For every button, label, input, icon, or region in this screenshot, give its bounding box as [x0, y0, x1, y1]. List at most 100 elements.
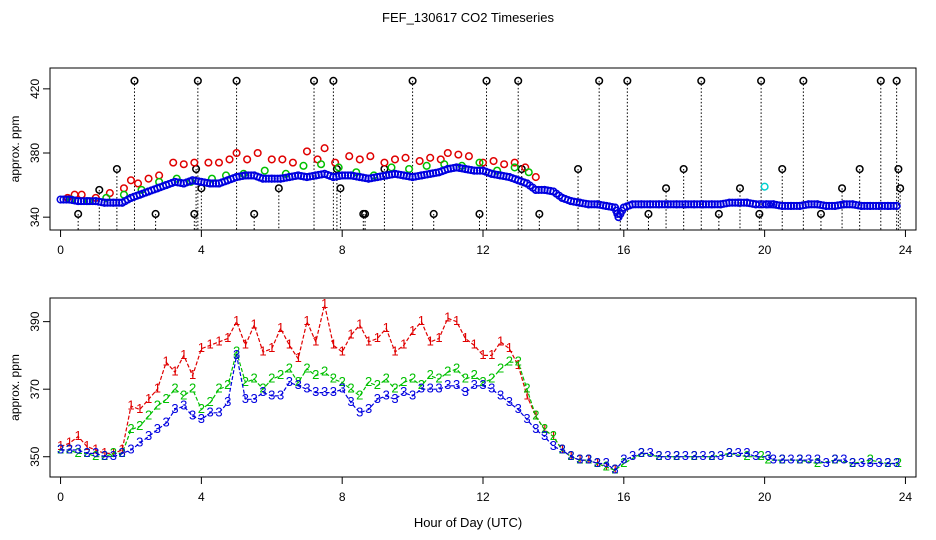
data-point: 3	[523, 411, 530, 426]
data-point: 2	[101, 448, 108, 463]
data-point	[675, 200, 684, 209]
x-tick-label: 0	[57, 490, 64, 504]
data-point	[361, 209, 370, 219]
data-point: 2	[541, 421, 548, 436]
data-point: 3	[699, 448, 706, 463]
data-point: 2	[268, 370, 275, 385]
data-point: 1	[603, 458, 610, 473]
x-tick-label: 0	[57, 243, 64, 257]
data-point: 2	[171, 381, 178, 396]
data-point: 2	[479, 374, 486, 389]
data-point: 2	[75, 445, 82, 460]
data-point: 1	[479, 347, 486, 362]
data-point: 3	[66, 441, 73, 456]
data-point: 3	[400, 384, 407, 399]
data-point: 3	[831, 452, 838, 467]
data-point: 2	[471, 367, 478, 382]
x-tick-label: 12	[476, 243, 490, 257]
data-point: 2	[427, 367, 434, 382]
data-point: 1	[506, 340, 513, 355]
data-point: 3	[497, 387, 504, 402]
data-point	[649, 200, 658, 209]
data-point: 1	[611, 462, 618, 477]
data-point: 3	[765, 448, 772, 463]
data-point: 3	[506, 394, 513, 409]
data-point: 2	[849, 455, 856, 470]
data-point	[390, 155, 400, 164]
y-tick-label: 350	[28, 446, 42, 466]
data-point: 3	[75, 441, 82, 456]
x-tick-label: 8	[339, 490, 346, 504]
data-point: 2	[796, 452, 803, 467]
data-point	[877, 201, 886, 210]
data-point: 3	[330, 384, 337, 399]
data-point: 2	[224, 377, 231, 392]
data-point	[892, 76, 901, 85]
data-point: 2	[611, 462, 618, 477]
data-point	[260, 166, 269, 175]
data-point	[510, 158, 519, 167]
data-point: 3	[233, 347, 240, 362]
data-point: 1	[356, 316, 363, 331]
data-point	[889, 201, 898, 210]
data-point: 2	[347, 381, 354, 396]
series-line	[60, 304, 616, 471]
data-point: 1	[435, 330, 442, 345]
data-point: 1	[180, 347, 187, 362]
data-point: 1	[136, 401, 143, 416]
data-point: 1	[259, 343, 266, 358]
data-point: 3	[409, 387, 416, 402]
data-point: 1	[576, 452, 583, 467]
data-point: 3	[585, 452, 592, 467]
data-point: 3	[743, 445, 750, 460]
data-point	[855, 164, 864, 174]
data-point	[535, 209, 544, 219]
data-point: 2	[180, 387, 187, 402]
data-point	[894, 164, 903, 174]
data-point: 1	[409, 323, 416, 338]
data-point	[587, 200, 596, 209]
data-point: 3	[418, 381, 425, 396]
data-point: 3	[356, 404, 363, 419]
data-point	[169, 158, 178, 167]
data-point	[714, 209, 723, 219]
data-point: 1	[567, 448, 574, 463]
data-point	[415, 156, 424, 166]
data-point: 3	[647, 445, 654, 460]
data-point: 3	[840, 452, 847, 467]
data-point	[896, 184, 905, 193]
data-point	[475, 209, 484, 219]
data-point	[684, 200, 693, 209]
data-point: 1	[488, 347, 495, 362]
data-point: 2	[136, 418, 143, 433]
data-point: 1	[92, 441, 99, 456]
data-point: 2	[488, 370, 495, 385]
data-point: 2	[277, 367, 284, 382]
data-point	[531, 173, 540, 182]
data-point	[701, 200, 710, 209]
data-point	[309, 76, 319, 85]
y-axis-label: approx. ppm	[8, 116, 22, 183]
data-point	[429, 209, 438, 219]
data-point: 3	[101, 448, 108, 463]
data-point: 2	[303, 360, 310, 375]
y-tick-label: 380	[28, 143, 42, 163]
data-point	[728, 198, 737, 207]
data-point	[232, 76, 241, 85]
data-point	[789, 201, 798, 210]
data-point: 2	[779, 452, 786, 467]
data-point: 1	[321, 296, 328, 311]
data-point: 3	[444, 377, 451, 392]
data-point: 3	[242, 391, 249, 406]
data-point	[697, 76, 706, 85]
data-point: 3	[479, 377, 486, 392]
data-point: 2	[145, 408, 152, 423]
data-point: 2	[550, 428, 557, 443]
data-point	[524, 168, 533, 177]
data-point	[320, 144, 329, 153]
data-point: 3	[286, 374, 293, 389]
data-point	[443, 148, 452, 158]
data-point	[757, 76, 766, 85]
data-point: 3	[145, 428, 152, 443]
